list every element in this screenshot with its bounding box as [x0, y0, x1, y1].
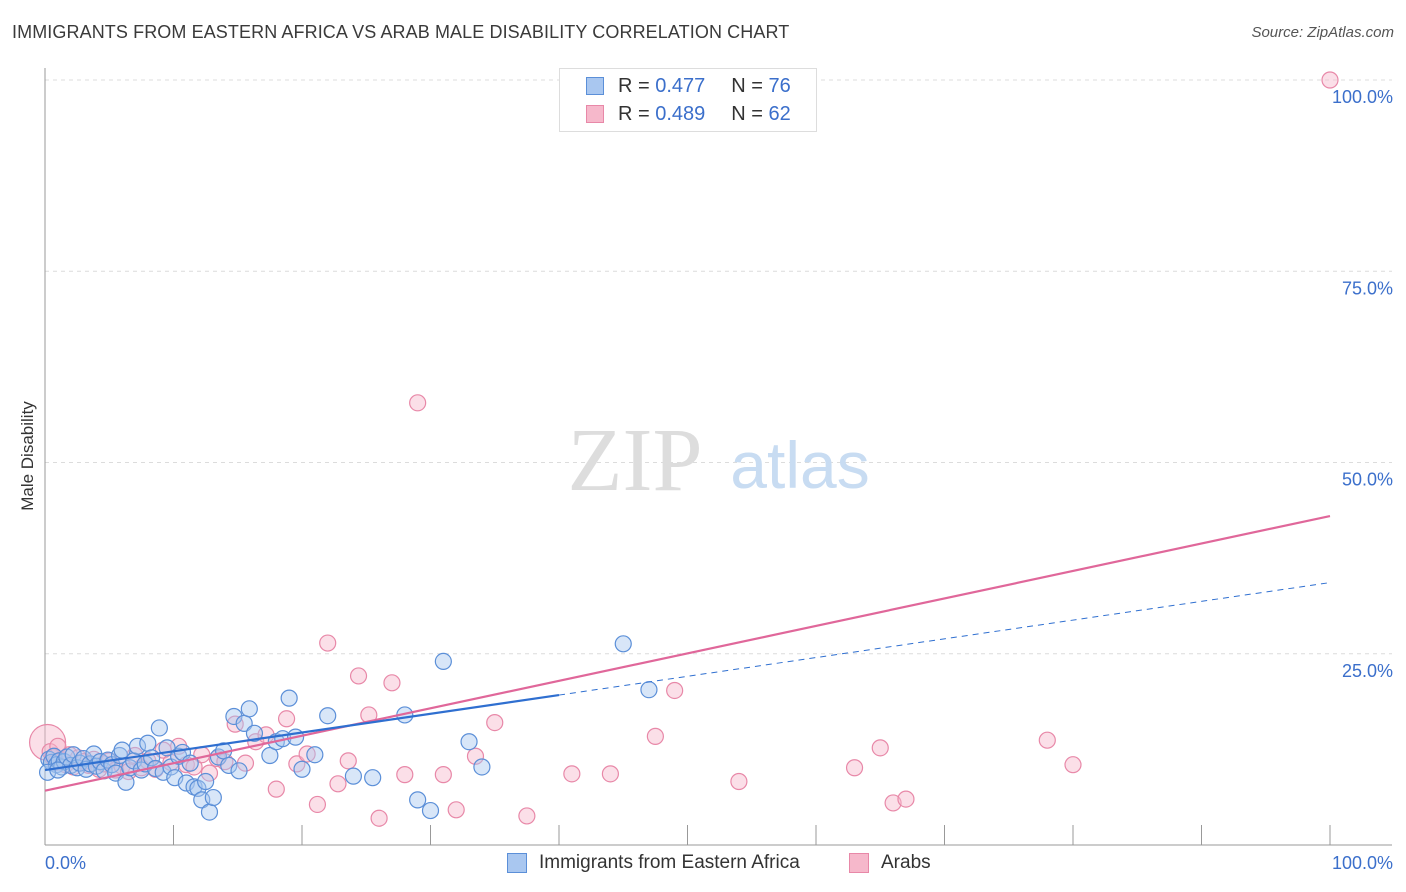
- arabs-point: [277, 710, 296, 728]
- trendlines: [44, 514, 1331, 792]
- arabs-point: [518, 807, 536, 825]
- arabs-point: [486, 713, 504, 732]
- arabs-point: [563, 765, 581, 783]
- tick-labels: 25.0% 50.0% 75.0% 100.0% 0.0% 100.0%: [45, 87, 1393, 873]
- arabs-point: [466, 747, 485, 765]
- source-credit: Source: ZipAtlas.com: [1251, 24, 1394, 41]
- legend-n-label: N =: [731, 102, 763, 125]
- arabs-points: [28, 71, 1339, 827]
- arabs-point: [396, 766, 414, 784]
- legend-swatch-blue: [586, 77, 604, 95]
- y-tick-label: 25.0%: [1342, 661, 1393, 681]
- eastern-africa-point: [460, 733, 478, 751]
- eastern-africa-point: [473, 758, 491, 776]
- bottom-legend-label: Immigrants from Eastern Africa: [539, 852, 800, 873]
- bottom-legend-arabs: Arabs: [849, 852, 931, 874]
- y-tick-label: 50.0%: [1342, 470, 1393, 490]
- legend-r-value: 0.477: [655, 74, 706, 97]
- eastern-africa-point: [200, 803, 219, 821]
- eastern-africa-point: [434, 652, 452, 671]
- eastern-africa-point: [319, 707, 337, 725]
- arabs-point: [267, 780, 285, 798]
- y-tick-label: 100.0%: [1332, 87, 1393, 107]
- eastern-africa-point: [230, 762, 248, 780]
- eastern-africa-trendline-extension: [558, 582, 1331, 696]
- eastern-africa-point: [409, 791, 427, 809]
- arabs-point: [319, 634, 337, 652]
- bottom-legend-label: Arabs: [881, 852, 931, 873]
- eastern-africa-point: [220, 756, 238, 775]
- legend-r-label: R =: [618, 102, 650, 125]
- eastern-africa-point: [197, 772, 215, 791]
- arabs-point: [601, 765, 620, 783]
- gridlines: [45, 79, 1392, 655]
- arabs-point: [329, 775, 347, 793]
- legend-r-value: 0.489: [655, 102, 706, 125]
- arabs-point: [409, 394, 427, 412]
- eastern-africa-point: [344, 767, 362, 785]
- eastern-africa-point: [293, 760, 311, 778]
- bottom-legend-swatch-pink: [849, 853, 869, 873]
- arabs-point: [200, 764, 219, 782]
- y-tick-label: 75.0%: [1342, 278, 1393, 298]
- eastern-africa-point: [139, 734, 157, 752]
- watermark-atlas: atlas: [730, 428, 869, 502]
- eastern-africa-point: [150, 719, 168, 737]
- arabs-point: [1038, 731, 1056, 749]
- eastern-africa-point: [364, 769, 382, 787]
- arabs-point: [447, 801, 465, 819]
- watermark-zip: ZIP: [568, 411, 703, 510]
- watermark: ZIP atlas: [568, 411, 870, 510]
- arabs-point: [349, 667, 368, 685]
- eastern-africa-points: [38, 635, 658, 821]
- legend-swatch-pink: [586, 105, 604, 123]
- stats-legend: R = 0.477 N = 76 R = 0.489 N = 62: [559, 68, 817, 132]
- arabs-point: [666, 681, 684, 700]
- chart-title: IMMIGRANTS FROM EASTERN AFRICA VS ARAB M…: [12, 22, 790, 42]
- bottom-legend-eastern-africa: Immigrants from Eastern Africa: [507, 852, 800, 874]
- eastern-africa-point: [640, 681, 658, 699]
- eastern-africa-point: [240, 700, 258, 718]
- arabs-point: [1064, 756, 1082, 774]
- legend-row-arabs: R = 0.489 N = 62: [586, 102, 791, 126]
- legend-row-eastern-africa: R = 0.477 N = 76: [586, 74, 791, 98]
- eastern-africa-point: [261, 746, 279, 765]
- arabs-point: [434, 766, 452, 784]
- arabs-point: [370, 809, 388, 827]
- arabs-point: [646, 727, 664, 745]
- arabs-point: [1321, 71, 1339, 89]
- eastern-africa-point: [204, 788, 222, 807]
- eastern-africa-point: [245, 724, 264, 742]
- eastern-africa-point: [280, 689, 298, 707]
- arabs-point: [897, 790, 915, 808]
- legend-n-label: N =: [731, 74, 763, 97]
- arabs-point: [884, 794, 902, 812]
- eastern-africa-point: [117, 773, 135, 791]
- axes: [44, 68, 1392, 846]
- eastern-africa-point: [614, 635, 632, 653]
- eastern-africa-point: [225, 707, 243, 726]
- x-tick-label: 100.0%: [1332, 853, 1393, 873]
- eastern-africa-trendline: [44, 693, 560, 772]
- arabs-point: [845, 759, 864, 777]
- legend-n-value: 76: [768, 74, 791, 97]
- legend-n-value: 62: [768, 102, 791, 125]
- legend-r-label: R =: [618, 74, 650, 97]
- eastern-africa-point: [421, 801, 440, 820]
- bottom-legend-swatch-blue: [507, 853, 527, 873]
- arabs-point: [339, 752, 357, 770]
- arabs-trendline: [44, 514, 1331, 792]
- arabs-point: [730, 772, 748, 791]
- arabs-point: [308, 795, 327, 814]
- x-tick-label: 0.0%: [45, 853, 86, 873]
- arabs-point: [383, 674, 401, 692]
- eastern-africa-point: [128, 737, 147, 755]
- arabs-point: [871, 739, 889, 757]
- eastern-africa-point: [306, 746, 324, 764]
